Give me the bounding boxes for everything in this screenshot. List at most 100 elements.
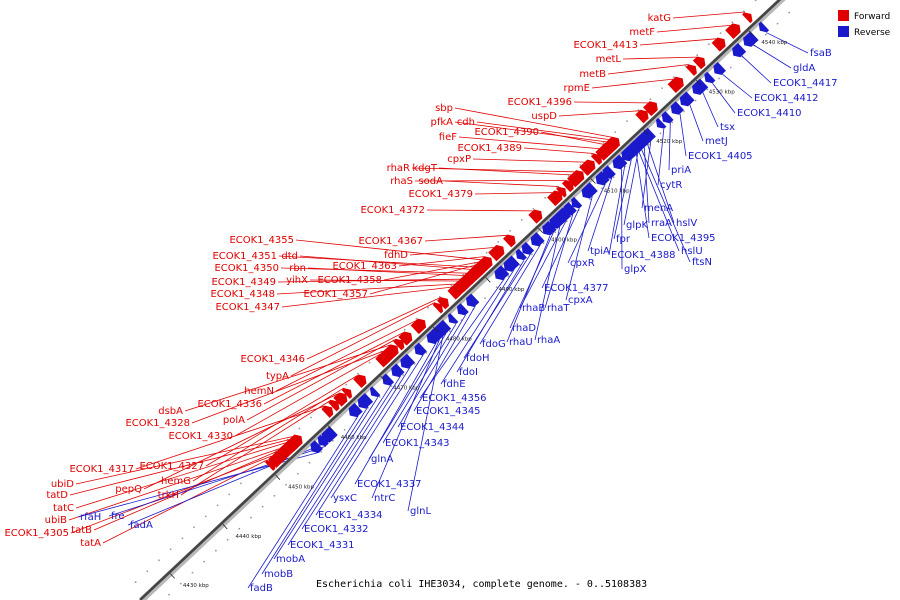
gene-label: ECOK1_4346: [240, 354, 305, 365]
gene-label: dsbA: [158, 406, 183, 417]
gene-label: tatD: [46, 490, 68, 501]
gene-arrow: [742, 12, 753, 24]
gene-leader-line: [287, 384, 392, 546]
position-dot: [193, 526, 196, 529]
legend-forward-label: Forward: [854, 12, 890, 22]
kbp-ticks: 4430 kbp 4440 kbp 4450 kbp 4460 kbp 4470 kbp…: [170, 30, 788, 589]
gene-label: ECOK1_4363: [332, 261, 397, 272]
gene-leader-line: [607, 64, 689, 75]
position-dot: [216, 504, 219, 507]
gene-label: fdoI: [459, 367, 478, 378]
gene-leader-line: [641, 141, 652, 209]
position-dot: [168, 593, 171, 596]
position-dot: [776, 22, 779, 25]
gene-label: ECOK1_4336: [197, 399, 262, 410]
gene-label: ftsN: [692, 257, 712, 268]
position-dot: [719, 32, 722, 35]
gene-label: mobA: [276, 554, 305, 565]
position-dot: [285, 483, 287, 486]
kbp-tick-mark: [432, 326, 438, 332]
position-dot: [343, 429, 346, 431]
gene-leader-line: [613, 159, 632, 240]
gene-label: ECOK1_4413: [573, 40, 638, 51]
gene-label: fdoH: [466, 353, 490, 364]
position-dot: [731, 21, 734, 24]
gene-leader-line: [75, 436, 293, 485]
gene-leader-line: [638, 152, 680, 252]
gene-leader-line: [440, 269, 515, 385]
position-dot: [485, 251, 488, 254]
gene-leader-line: [702, 92, 719, 128]
position-dot: [158, 559, 160, 562]
position-dot: [589, 198, 592, 201]
gene-arrow: [563, 201, 577, 216]
gene-arrow: [595, 147, 608, 161]
gene-label: glnA: [371, 454, 393, 465]
position-dot: [661, 87, 663, 89]
gene-arrow: [432, 322, 449, 339]
gene-label: metL: [596, 54, 622, 65]
position-dot: [181, 537, 184, 540]
position-dot: [788, 11, 791, 14]
position-dot: [203, 560, 206, 563]
kbp-tick-label: 4530 kbp: [709, 90, 735, 96]
gene-label: ECOK1_4412: [754, 93, 819, 104]
kbp-tick-mark: [485, 277, 491, 283]
gene-leader-line: [573, 101, 648, 104]
gene-label: hemN: [244, 386, 274, 397]
gene-leader-line: [463, 253, 531, 359]
gene-leader-line: [273, 397, 379, 560]
position-dot: [626, 120, 628, 122]
gene-label: rhaS: [390, 176, 413, 187]
gene-arrow: [528, 209, 543, 224]
gene-leader-line: [424, 234, 507, 242]
gene-leader-line: [191, 350, 384, 424]
gene-leader-line: [639, 38, 717, 46]
position-dot: [579, 164, 582, 166]
gene-leader-line: [398, 256, 485, 267]
position-dot: [532, 208, 535, 210]
position-dot: [179, 582, 182, 585]
gene-leader-line: [135, 405, 325, 470]
gene-label: pfkA: [431, 117, 454, 128]
position-dot: [403, 328, 406, 331]
gene-leader-line: [299, 255, 471, 270]
kbp-tick-mark: [327, 425, 333, 431]
position-dot: [226, 538, 229, 541]
position-dot: [567, 175, 570, 177]
gene-leader-line: [712, 83, 736, 114]
gene-leader-line: [636, 154, 650, 239]
kbp-tick-label: 4460 kbp: [341, 435, 367, 441]
gene-leader-line: [534, 226, 561, 341]
gene-arrow: [595, 171, 610, 186]
position-dot: [696, 54, 699, 57]
genome-caption: Escherichia coli IHE3034, complete genom…: [316, 579, 647, 590]
gene-leader-line: [281, 286, 452, 308]
position-dot: [345, 383, 348, 386]
gene-leader-line: [426, 209, 533, 212]
gene-arrow: [393, 338, 405, 351]
position-dot: [191, 571, 194, 574]
gene-leader-line: [263, 332, 403, 405]
position-dot: [683, 110, 685, 113]
gene-leader-line: [301, 375, 401, 530]
gene-leader-line: [479, 244, 541, 345]
gene-label: hslU: [681, 246, 703, 257]
position-dot: [204, 515, 207, 518]
position-dot: [215, 549, 217, 552]
position-dot: [542, 242, 545, 245]
gene-arrow: [333, 392, 348, 407]
gene-label: ECOK1_4305: [4, 528, 69, 539]
position-dot: [614, 131, 617, 134]
gene-label: hslV: [676, 218, 697, 229]
gene-label: fadB: [250, 583, 273, 594]
gene-arrow: [590, 153, 603, 166]
gene-arrow: [581, 182, 598, 199]
gene-leader-line: [75, 442, 286, 509]
position-dot: [450, 284, 453, 287]
gene-label: ECOK1_4332: [304, 524, 369, 535]
legend-forward-swatch: [838, 10, 849, 21]
gene-label: rhaA: [537, 335, 560, 346]
position-dot: [308, 461, 311, 464]
gene-arrow: [571, 196, 583, 209]
